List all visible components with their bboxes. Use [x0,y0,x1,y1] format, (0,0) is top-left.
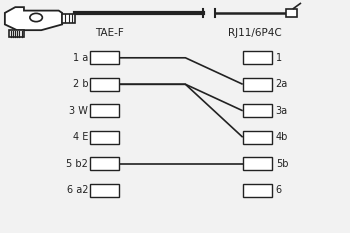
Text: 4 E: 4 E [73,132,88,142]
Text: 5 b2: 5 b2 [66,159,88,169]
FancyBboxPatch shape [243,157,272,170]
FancyBboxPatch shape [90,157,119,170]
Text: 5b: 5b [276,159,288,169]
FancyBboxPatch shape [90,184,119,196]
Text: 1 a: 1 a [73,53,88,63]
Text: 3a: 3a [276,106,288,116]
Text: RJ11/6P4C: RJ11/6P4C [228,28,282,38]
FancyBboxPatch shape [90,51,119,64]
FancyBboxPatch shape [62,14,75,23]
Polygon shape [5,7,62,30]
Text: TAE-F: TAE-F [94,28,124,38]
Text: 3 W: 3 W [69,106,88,116]
Polygon shape [9,30,24,37]
FancyBboxPatch shape [90,104,119,117]
FancyBboxPatch shape [243,51,272,64]
Circle shape [30,13,42,22]
Text: 6: 6 [276,185,282,195]
FancyBboxPatch shape [243,131,272,144]
FancyBboxPatch shape [90,131,119,144]
Text: 2a: 2a [276,79,288,89]
Text: 2 b: 2 b [72,79,88,89]
Text: 1: 1 [276,53,282,63]
FancyBboxPatch shape [90,78,119,91]
FancyBboxPatch shape [243,184,272,196]
Text: 4b: 4b [276,132,288,142]
Text: 6 a2: 6 a2 [67,185,88,195]
FancyBboxPatch shape [243,104,272,117]
FancyBboxPatch shape [243,78,272,91]
FancyBboxPatch shape [286,9,296,17]
